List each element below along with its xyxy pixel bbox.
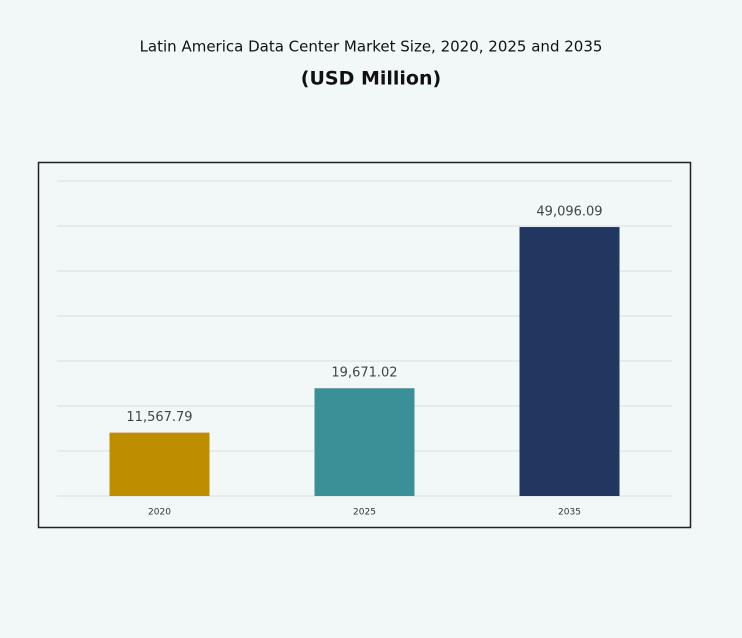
chart-title: Latin America Data Center Market Size, 2… [140, 38, 603, 56]
chart-subtitle: (USD Million) [301, 68, 441, 90]
x-tick-label: 2035 [558, 508, 581, 518]
x-tick-label: 2025 [353, 508, 376, 518]
value-label: 11,567.79 [126, 410, 192, 425]
bar [109, 432, 210, 496]
value-label: 49,096.09 [536, 205, 602, 220]
bar [314, 388, 415, 496]
value-label: 19,671.02 [331, 366, 397, 381]
x-tick-label: 2020 [148, 508, 171, 518]
bar [519, 227, 620, 496]
